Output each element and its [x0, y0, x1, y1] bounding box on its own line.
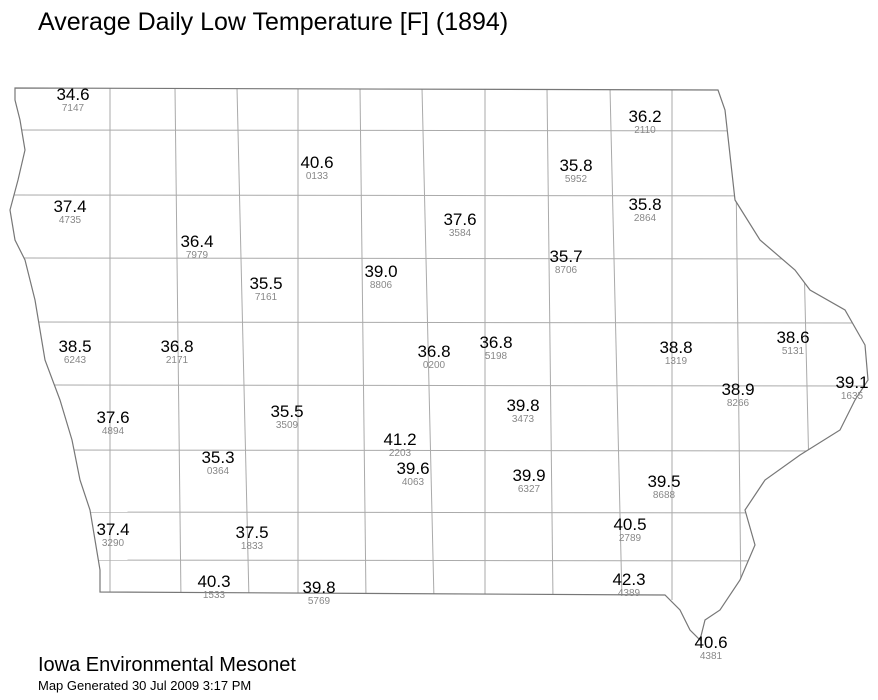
station-value: 39.6	[396, 459, 429, 478]
station-value: 35.5	[270, 402, 303, 421]
station-id: 2110	[634, 125, 656, 136]
station-value: 37.4	[53, 197, 86, 216]
station-value: 40.5	[613, 515, 646, 534]
station-id: 5952	[565, 174, 588, 185]
station-value: 39.8	[302, 578, 335, 597]
county-line	[10, 511, 868, 514]
station-id: 7161	[255, 292, 278, 303]
station-value: 34.6	[56, 85, 89, 104]
station-value: 36.2	[628, 107, 661, 126]
station-value: 35.3	[201, 448, 234, 467]
station-id: 8806	[370, 280, 393, 291]
station-id: 2171	[166, 355, 189, 366]
station-id: 0133	[306, 171, 329, 182]
station-id: 7979	[186, 250, 209, 261]
station-value: 40.3	[197, 572, 230, 591]
station-value: 41.2	[383, 430, 416, 449]
station-id: 2789	[619, 533, 642, 544]
state-outline	[9, 87, 869, 642]
station-value: 39.5	[647, 472, 680, 491]
county-line	[10, 559, 868, 562]
station-id: 0364	[207, 466, 230, 477]
station-value: 36.4	[180, 232, 213, 251]
station-id: 8706	[555, 265, 578, 276]
county-line	[734, 88, 742, 601]
station-id: 4389	[618, 588, 641, 599]
county-line	[546, 88, 554, 601]
station-value: 35.8	[628, 195, 661, 214]
station-id: 7147	[62, 103, 85, 114]
station-id: 3509	[276, 420, 299, 431]
county-line	[609, 88, 623, 601]
county-line	[174, 88, 182, 601]
station-id: 5198	[485, 351, 508, 362]
station-value: 42.3	[612, 570, 645, 589]
station-value: 37.6	[96, 408, 129, 427]
station-value: 37.6	[443, 210, 476, 229]
station-value: 35.5	[249, 274, 282, 293]
station-value: 37.5	[235, 523, 268, 542]
station-id: 6327	[518, 484, 541, 495]
station-id: 4735	[59, 215, 82, 226]
county-line	[10, 384, 868, 387]
station-value: 38.6	[776, 328, 809, 347]
county-line	[10, 321, 868, 324]
station-value: 38.5	[58, 337, 91, 356]
station-value: 39.9	[512, 466, 545, 485]
station-value: 39.1	[835, 373, 868, 392]
station-id: 1833	[241, 541, 264, 552]
station-id: 8266	[727, 398, 750, 409]
county-line	[10, 449, 868, 452]
station-value: 39.8	[506, 396, 539, 415]
county-line	[10, 194, 868, 197]
footer-org: Iowa Environmental Mesonet	[38, 654, 296, 676]
station-id: 3473	[512, 414, 535, 425]
county-line	[10, 257, 868, 260]
station-id: 6243	[64, 355, 87, 366]
county-line	[359, 88, 367, 601]
station-value: 40.6	[694, 633, 727, 652]
station-id: 1533	[203, 590, 226, 601]
station-id: 5131	[782, 346, 805, 357]
station-id: 3584	[449, 228, 472, 239]
station-id: 8688	[653, 490, 676, 501]
station-id: 2864	[634, 213, 657, 224]
station-value: 35.7	[549, 247, 582, 266]
map-title: Average Daily Low Temperature [F] (1894)	[38, 8, 508, 36]
footer-generated: Map Generated 30 Jul 2009 3:17 PM	[38, 678, 251, 693]
station-id: 3290	[102, 538, 125, 549]
station-id: 5769	[308, 596, 331, 607]
station-id: 4381	[700, 651, 723, 662]
station-value: 35.8	[559, 156, 592, 175]
county-line	[236, 88, 250, 601]
county-line	[421, 88, 435, 601]
station-value: 36.8	[479, 333, 512, 352]
station-id: 4063	[402, 477, 425, 488]
station-value: 36.8	[160, 337, 193, 356]
station-id: 1319	[665, 356, 688, 367]
station-value: 39.0	[364, 262, 397, 281]
station-value: 37.4	[96, 520, 129, 539]
county-line	[10, 129, 868, 132]
county-lines	[10, 88, 868, 601]
station-id: 0200	[423, 360, 446, 371]
station-value: 38.8	[659, 338, 692, 357]
station-id: 4894	[102, 426, 125, 437]
station-id: 1635	[841, 391, 864, 402]
station-value: 36.8	[417, 342, 450, 361]
station-value: 40.6	[300, 153, 333, 172]
station-value: 38.9	[721, 380, 754, 399]
station-id: 2203	[389, 448, 412, 459]
